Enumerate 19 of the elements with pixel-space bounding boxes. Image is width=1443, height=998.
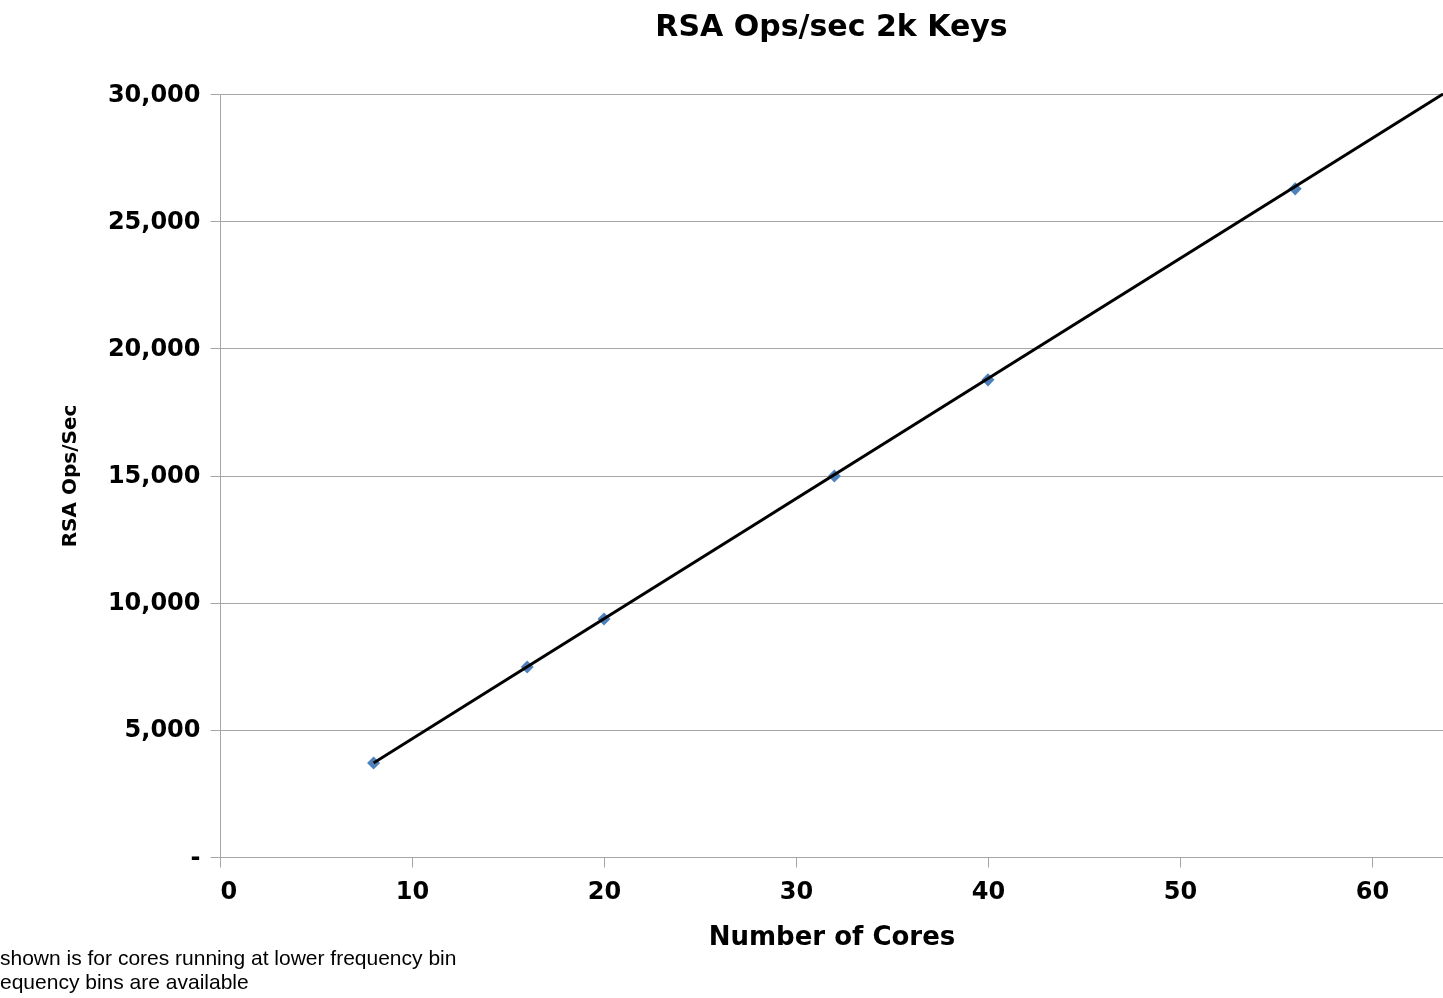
- y-tick-label: 20,000: [107, 333, 201, 362]
- text: shown is for cores running at lower frequency bin: [0, 946, 457, 970]
- x-tick-label: 0: [220, 876, 238, 905]
- x-tick-label: 60: [1355, 876, 1390, 905]
- y-tick-label: 10,000: [107, 588, 201, 617]
- text: equency bins are available: [0, 970, 250, 994]
- y-tick-label: 30,000: [107, 79, 201, 108]
- x-tick-label: 30: [779, 876, 814, 905]
- y-tick-label: 25,000: [107, 206, 201, 235]
- x-tick-label: 40: [971, 876, 1006, 905]
- chart-title: RSA Ops/sec 2k Keys: [655, 8, 1008, 43]
- y-axis-title: RSA Ops/Sec: [56, 404, 81, 548]
- y-tick-label: -: [190, 842, 201, 871]
- x-tick-label: 50: [1163, 876, 1198, 905]
- y-tick-label: 5,000: [124, 715, 201, 744]
- y-tick-label: 15,000: [107, 461, 201, 489]
- x-axis-title: Number of Cores: [708, 920, 956, 951]
- x-tick-label: 10: [395, 876, 430, 905]
- x-tick-label: 20: [587, 876, 622, 905]
